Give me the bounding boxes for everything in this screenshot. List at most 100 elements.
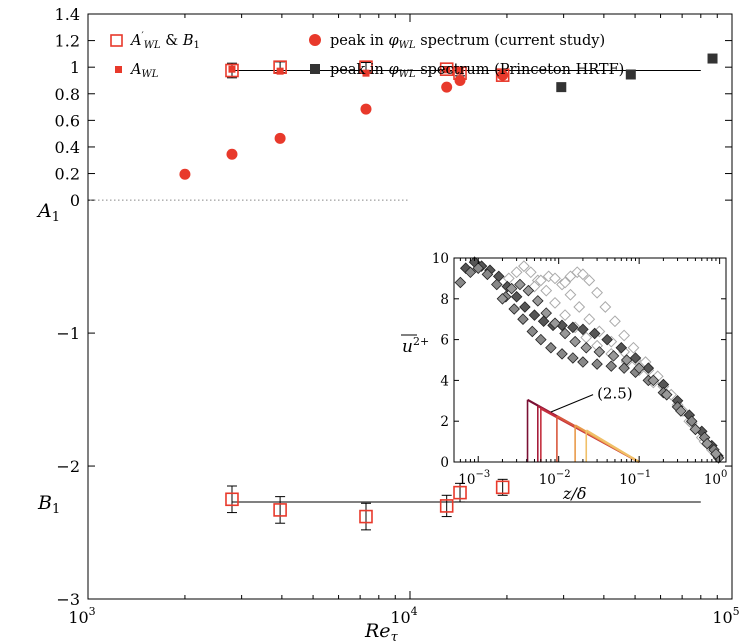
inset-y-tick-label: 0 (440, 455, 449, 471)
inset-point-open-diamond (518, 260, 530, 273)
inset-point-open-diamond (510, 266, 523, 279)
inset-point-filled-diamond (454, 276, 467, 289)
y-tick-label: 1 (70, 58, 80, 77)
inset-frame (453, 257, 727, 463)
data-point-open-square (495, 480, 510, 495)
inset-point-filled-diamond (591, 358, 603, 370)
data-point-open-square (225, 492, 239, 507)
inset-point-filled-diamond (633, 362, 645, 374)
inset-point-open-diamond (573, 301, 586, 313)
data-point-circle (274, 132, 286, 144)
inset-point-filled-diamond (620, 354, 633, 366)
inset-point-filled-diamond (588, 327, 601, 340)
inset-point-filled-diamond (496, 293, 509, 305)
inset-point-filled-diamond (472, 262, 484, 274)
inset-point-filled-diamond (559, 327, 571, 340)
y-tick-label: −1 (56, 324, 80, 343)
legend-black-square-marker (310, 64, 320, 74)
data-point-open-square (495, 68, 510, 82)
inset-point-filled-diamond (522, 284, 535, 297)
x-tick-label: 105 (712, 605, 739, 627)
inset-x-tick-label: 10−1 (619, 469, 651, 488)
inset-point-filled-diamond (517, 313, 529, 325)
inset-point-filled-diamond (528, 309, 541, 321)
inset-point-open-diamond (583, 274, 596, 287)
log-law-line (585, 429, 640, 463)
inset-point-open-diamond (524, 266, 537, 279)
inset-point-filled-diamond (545, 341, 557, 354)
inset-y-tick-label: 2 (440, 414, 449, 430)
data-point-filled-square (707, 53, 718, 64)
inset-point-open-diamond (591, 286, 603, 299)
inset-point-filled-diamond (567, 352, 579, 364)
legend-red-circle-label: peak in φWL spectrum (current study) (330, 33, 605, 51)
inset-point-open-diamond (549, 272, 561, 285)
data-point-open-square (439, 499, 454, 513)
legend-filled-square-marker (115, 66, 122, 73)
inset-point-filled-diamond (569, 335, 581, 348)
inset-chart: (2.5) 0 2 4 6 8 10 10−3 10−2 10−1 100 u2+ z/δ (401, 251, 727, 503)
inset-x-axis-label: z/δ (562, 484, 586, 503)
inset-point-filled-diamond (508, 303, 520, 315)
data-point-circle (441, 81, 453, 93)
data-point-filled-square (228, 65, 236, 73)
data-point-open-square (225, 63, 239, 78)
data-point-circle (497, 69, 509, 81)
inset-point-filled-diamond (567, 321, 579, 334)
inset-point-filled-diamond (660, 388, 673, 401)
inset-point-filled-diamond (642, 362, 655, 374)
inset-point-open-diamond (583, 313, 596, 326)
inset-point-filled-diamond (607, 350, 620, 362)
data-point-circle (226, 148, 238, 160)
inset-x-tick-label: 100 (704, 469, 728, 488)
inset-point-filled-diamond (464, 266, 477, 279)
inset-point-filled-diamond (535, 333, 547, 346)
y-tick-label: 0.2 (55, 165, 80, 184)
data-point-circle (360, 103, 372, 115)
inset-point-open-diamond (540, 284, 553, 297)
inset-y-axis-label: u2+ (402, 335, 429, 357)
y-axis-label-B1: B1 (37, 492, 60, 517)
x-tick-label: 104 (390, 605, 417, 627)
legend-entry-red-circle: peak in φWL spectrum (current study) (309, 33, 605, 51)
annotation-arrow (550, 394, 594, 413)
inset-point-filled-diamond (685, 415, 698, 427)
inset-point-filled-diamond (526, 325, 539, 338)
inset-y-tick-label: 10 (432, 251, 449, 267)
data-point-open-square (273, 503, 287, 517)
data-point-circle (179, 168, 191, 180)
inset-point-open-diamond (534, 274, 547, 287)
inset-point-filled-diamond (481, 268, 494, 281)
x-axis-label: Reτ (364, 620, 399, 641)
legend-open-square-label: A′WL & B1 (129, 31, 200, 51)
inset-point-filled-diamond (689, 423, 702, 436)
inset-point-filled-diamond (601, 333, 613, 346)
inset-point-filled-diamond (549, 317, 561, 330)
legend-entry-black-square: peak in φWL spectrum (Princeton HRTF) (310, 62, 624, 80)
inset-point-filled-diamond (540, 307, 552, 319)
data-point-circle (454, 74, 466, 86)
inset-x-tick-label: 10−3 (458, 469, 490, 488)
data-point-filled-square (456, 67, 464, 75)
data-point-open-square (439, 62, 454, 76)
annotation-label: (2.5) (597, 385, 633, 403)
inset-point-filled-diamond (505, 282, 518, 295)
x-tick-label: 103 (68, 605, 95, 627)
inset-point-filled-diamond (580, 341, 593, 354)
y-tick-label: 0.4 (55, 138, 80, 157)
inset-point-open-diamond (564, 288, 577, 301)
data-point-filled-square (556, 82, 567, 93)
inset-point-open-diamond (618, 329, 631, 342)
inset-point-open-diamond (599, 301, 612, 313)
inset-y-tick-label: 6 (440, 333, 449, 349)
inset-point-filled-diamond (675, 405, 687, 417)
data-point-filled-square (625, 69, 636, 80)
inset-background (454, 258, 726, 462)
legend-entry-open-square: A′WL & B1 (110, 31, 200, 51)
inset-point-open-diamond (627, 341, 640, 354)
inset-point-filled-diamond (593, 346, 606, 358)
inset-point-filled-diamond (618, 362, 630, 374)
inset-plot-layer: (2.5) 0 2 4 6 8 10 10−3 10−2 10−1 100 (432, 251, 728, 488)
inset-point-filled-diamond (577, 323, 589, 336)
